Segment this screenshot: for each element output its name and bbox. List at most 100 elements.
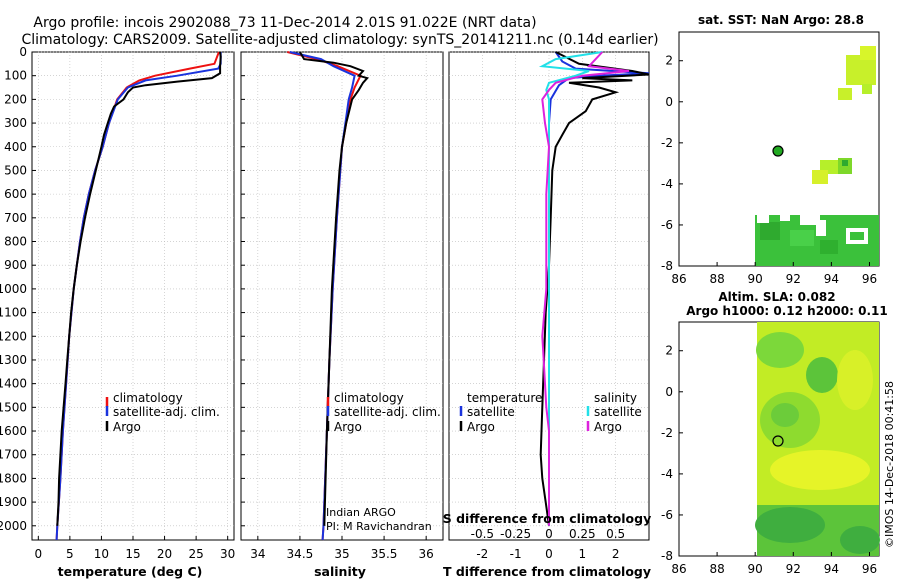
sal-legend-sat-label: satellite-adj. clim. [334, 405, 441, 419]
lon-tick-label: 88 [709, 562, 724, 576]
diff-legend-salinity: salinity [594, 391, 637, 405]
depth-tick-label: 1500 [0, 400, 27, 414]
depth-tick-label: 2000 [0, 519, 27, 533]
lat-tick-label: -2 [661, 136, 673, 150]
diff-line-temperature-argo [539, 51, 650, 526]
diff-legend-sargo: Argo [594, 420, 622, 434]
t-diff-tick-label: 1 [579, 547, 587, 561]
depth-tick-label: 300 [4, 116, 27, 130]
s-diff-tick-label: 0.5 [606, 527, 625, 541]
lat-tick-label: 2 [665, 344, 673, 358]
lon-tick-label: 94 [824, 272, 839, 286]
sst-map: sat. SST: NaN Argo: 28.8 86 88 90 92 94 96 2 0 -… [661, 13, 880, 286]
difference-lines [538, 51, 650, 526]
depth-tick-label: 0 [19, 45, 27, 59]
lat-tick-label: 2 [665, 54, 673, 68]
diff-legend-ssat: satellite [594, 405, 642, 419]
sla-float-marker [772, 435, 784, 447]
lon-tick-label: 90 [748, 272, 763, 286]
x-tick-label: 25 [188, 547, 203, 561]
s-diff-tick-label: -0.5 [471, 527, 494, 541]
legend-clim-label: climatology [113, 391, 183, 405]
sst-float-marker [772, 145, 784, 157]
depth-tick-label: 1300 [0, 353, 27, 367]
salinity-legend: climatology satellite-adj. clim. Argo [326, 391, 441, 434]
x-tick-label: 10 [94, 547, 109, 561]
t-difference-label: T difference from climatology [443, 564, 651, 579]
diff-legend-tsat: satellite [467, 405, 515, 419]
depth-axis: 0 100 200 300 400 500 600 700 800 900 1000 1100 1200… [0, 45, 27, 533]
s-diff-tick-label: -0.25 [500, 527, 531, 541]
lat-tick-label: 0 [665, 95, 673, 109]
depth-tick-label: 200 [4, 92, 27, 106]
t-diff-tick-label: -2 [476, 547, 488, 561]
depth-tick-label: 1800 [0, 471, 27, 485]
sst-map-title: sat. SST: NaN Argo: 28.8 [698, 13, 864, 27]
legend-sat-label: satellite-adj. clim. [113, 405, 220, 419]
diff-legend-targo: Argo [467, 420, 495, 434]
lat-tick-label: -2 [661, 426, 673, 440]
lon-tick-label: 92 [786, 272, 801, 286]
diff-legend-temperature: temperature [467, 391, 542, 405]
series-line-climatology [287, 51, 362, 541]
t-diff-tick-label: 0 [545, 547, 553, 561]
difference-panel: -2 -1 0 1 2 -0.5 -0.25 0 0.25 0.5 S difference f… [443, 51, 652, 579]
lon-tick-label: 96 [862, 562, 877, 576]
salinity-panel: 34 34.5 35 35.5 36 salinity climatology sate… [240, 51, 444, 579]
sla-map-ticks: 86 88 90 92 94 96 2 0 -2 -4 -6 -8 [661, 344, 877, 576]
temperature-panel: 0 5 10 15 20 25 30 temperature (deg C) climato… [31, 51, 235, 579]
depth-tick-label: 1200 [0, 329, 27, 343]
x-tick-label: 35 [334, 547, 349, 561]
depth-tick-label: 500 [4, 163, 27, 177]
difference-x-ticks: -2 -1 0 1 2 [476, 547, 619, 561]
x-tick-label: 20 [157, 547, 172, 561]
depth-tick-label: 400 [4, 140, 27, 154]
lat-tick-label: -4 [661, 467, 673, 481]
difference-s-ticks: -0.5 -0.25 0 0.25 0.5 [471, 527, 626, 541]
sla-field [755, 322, 880, 556]
temperature-grid [32, 51, 234, 540]
salinity-xlabel: salinity [314, 564, 366, 579]
x-tick-label: 5 [66, 547, 74, 561]
diff-line-salinity-argo [541, 51, 630, 526]
sla-map-title1: Altim. SLA: 0.082 [718, 290, 835, 304]
credit-line2: PI: M Ravichandran [326, 520, 432, 533]
difference-legend: temperature satellite Argo salinity sate… [459, 391, 642, 434]
credit-line1: Indian ARGO [326, 506, 396, 519]
temperature-x-ticks: 0 5 10 15 20 25 30 [34, 547, 235, 561]
temperature-lines [55, 51, 222, 541]
depth-tick-label: 600 [4, 187, 27, 201]
series-line-argo [56, 51, 222, 526]
sal-legend-argo-label: Argo [334, 420, 362, 434]
lat-tick-label: -8 [661, 549, 673, 563]
lat-tick-label: -6 [661, 218, 673, 232]
temperature-xlabel: temperature (deg C) [58, 564, 203, 579]
s-diff-tick-label: 0.25 [569, 527, 596, 541]
legend-argo-label: Argo [113, 420, 141, 434]
sla-map: Altim. SLA: 0.082 Argo h1000: 0.12 h2000… [661, 290, 888, 576]
depth-tick-label: 700 [4, 211, 27, 225]
lon-tick-label: 88 [709, 272, 724, 286]
sal-legend-clim-label: climatology [334, 391, 404, 405]
depth-tick-label: 1600 [0, 424, 27, 438]
depth-tick-label: 800 [4, 235, 27, 249]
sst-map-ticks: 86 88 90 92 94 96 2 0 -2 -4 -6 -8 [661, 54, 877, 286]
t-diff-tick-label: -1 [510, 547, 522, 561]
x-tick-label: 36 [419, 547, 434, 561]
x-tick-label: 0 [34, 547, 42, 561]
salinity-grid [241, 51, 443, 540]
x-tick-label: 30 [220, 547, 235, 561]
depth-tick-label: 1900 [0, 495, 27, 509]
x-tick-label: 34 [250, 547, 265, 561]
header-line2: Climatology: CARS2009. Satellite-adjuste… [21, 32, 658, 48]
series-line-climatology [55, 51, 220, 541]
depth-tick-label: 900 [4, 258, 27, 272]
lat-tick-label: 0 [665, 385, 673, 399]
lat-tick-label: -4 [661, 177, 673, 191]
header-line1: Argo profile: incois 2902088_73 11-Dec-2… [33, 15, 536, 31]
lon-tick-label: 90 [748, 562, 763, 576]
lat-tick-label: -6 [661, 508, 673, 522]
s-difference-label: S difference from climatology [443, 511, 652, 526]
series-line-argo [299, 51, 370, 526]
